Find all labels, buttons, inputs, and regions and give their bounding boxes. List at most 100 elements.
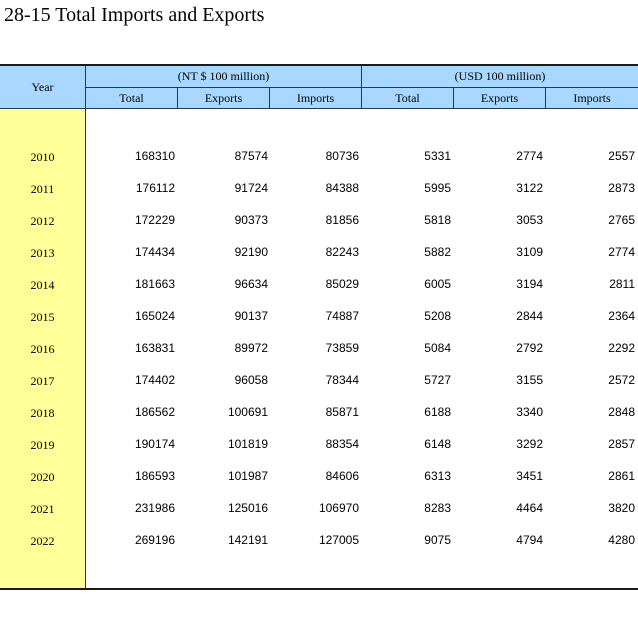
usd-imports-cell: 2774: [608, 245, 635, 259]
usd-total-cell: 6148: [424, 437, 451, 451]
usd-exports-cell: 2774: [516, 149, 543, 163]
ntd-exports-cell: 96634: [234, 277, 268, 291]
usd-imports-cell: 2857: [608, 437, 635, 451]
usd-exports-cell: 2844: [516, 309, 543, 323]
ntd-total-cell: 174434: [134, 245, 175, 259]
header-divider: [269, 87, 270, 109]
ntd-exports-cell: 101987: [227, 469, 268, 483]
ntd-exports-cell: 91724: [234, 181, 268, 195]
year-cell: 2015: [30, 310, 55, 324]
usd-exports-cell: 4794: [516, 533, 543, 547]
year-cell: 2016: [30, 342, 55, 356]
ntd-imports-cell: 88354: [325, 437, 359, 451]
ntd-exports-cell: 100691: [227, 405, 268, 419]
ntd-imports-cell: 127005: [318, 533, 359, 547]
usd-exports-cell: 4464: [516, 501, 543, 515]
usd-imports-cell: 2572: [608, 373, 635, 387]
usd-imports-cell: 2848: [608, 405, 635, 419]
ntd-imports-cell: 81856: [325, 213, 359, 227]
usd-total-cell: 6005: [424, 277, 451, 291]
ntd-imports-cell: 106970: [318, 501, 359, 515]
ntd-exports-cell: 96058: [234, 373, 268, 387]
ntd-imports-cell: 78344: [325, 373, 359, 387]
page-title: 28-15 Total Imports and Exports: [4, 4, 265, 26]
usd-total-cell: 6188: [424, 405, 451, 419]
usd-imports-cell: 2765: [608, 213, 635, 227]
ntd-imports-cell: 74887: [325, 309, 359, 323]
usd-imports-header: Imports: [573, 90, 611, 105]
ntd-exports-cell: 90373: [234, 213, 268, 227]
group-underline: [85, 87, 638, 88]
usd-total-header: Total: [395, 90, 420, 105]
usd-group-header: (USD 100 million): [454, 69, 546, 83]
year-cell: 2021: [30, 502, 55, 516]
usd-exports-cell: 3451: [516, 469, 543, 483]
year-cell: 2011: [30, 182, 55, 196]
year-cell: 2014: [30, 278, 55, 292]
ntd-imports-cell: 85029: [325, 277, 359, 291]
usd-total-cell: 5818: [424, 213, 451, 227]
ntd-imports-header: Imports: [296, 90, 335, 105]
ntd-total-cell: 174402: [134, 373, 175, 387]
ntd-imports-cell: 80736: [325, 149, 359, 163]
ntd-total-cell: 168310: [134, 149, 175, 163]
ntd-total-cell: 269196: [134, 533, 175, 547]
ntd-exports-cell: 101819: [227, 437, 268, 451]
year-cell: 2022: [30, 534, 55, 548]
usd-imports-cell: 2364: [608, 309, 635, 323]
ntd-imports-cell: 82243: [325, 245, 359, 259]
usd-exports-cell: 3292: [516, 437, 543, 451]
ntd-total-cell: 186593: [134, 469, 175, 483]
ntd-total-cell: 190174: [134, 437, 175, 451]
ntd-exports-cell: 125016: [227, 501, 268, 515]
usd-total-cell: 5208: [424, 309, 451, 323]
year-cell: 2010: [30, 150, 55, 164]
ntd-exports-header: Exports: [204, 90, 243, 105]
year-cell: 2013: [30, 246, 55, 260]
usd-total-cell: 9075: [424, 533, 451, 547]
ntd-total-cell: 176112: [135, 181, 175, 195]
usd-exports-cell: 3155: [516, 373, 543, 387]
usd-imports-cell: 4280: [608, 533, 635, 547]
usd-imports-cell: 3820: [608, 501, 635, 515]
usd-exports-cell: 3122: [516, 181, 543, 195]
header-bottom-rule: [0, 108, 638, 109]
table-bottom-rule: [0, 588, 638, 590]
ntd-exports-cell: 92190: [234, 245, 268, 259]
usd-total-cell: 5882: [424, 245, 451, 259]
year-cell: 2017: [30, 374, 55, 388]
table-top-rule: [0, 64, 638, 66]
ntd-exports-cell: 90137: [234, 309, 268, 323]
year-column-background: [0, 109, 85, 588]
header-divider: [177, 87, 178, 109]
year-cell: 2018: [30, 406, 55, 420]
ntd-total-cell: 231986: [134, 501, 175, 515]
ntd-total-cell: 163831: [134, 341, 175, 355]
usd-total-cell: 6313: [424, 469, 451, 483]
ntd-imports-cell: 73859: [325, 341, 359, 355]
usd-exports-cell: 3340: [516, 405, 543, 419]
year-header: Year: [31, 80, 54, 94]
year-cell: 2012: [30, 214, 55, 228]
usd-exports-header: Exports: [480, 90, 519, 105]
usd-exports-cell: 3109: [516, 245, 543, 259]
usd-imports-cell: 2861: [608, 469, 635, 483]
ntd-imports-cell: 85871: [325, 405, 359, 419]
year-cell: 2020: [30, 470, 55, 484]
usd-total-cell: 5995: [424, 181, 451, 195]
ntd-imports-cell: 84606: [325, 469, 359, 483]
ntd-imports-cell: 84388: [325, 181, 359, 195]
ntd-group-header: (NT $ 100 million): [177, 69, 270, 83]
ntd-total-cell: 172229: [134, 213, 175, 227]
ntd-total-header: Total: [119, 90, 144, 105]
usd-total-cell: 5331: [424, 149, 451, 163]
usd-exports-cell: 3053: [516, 213, 543, 227]
ntd-total-cell: 181663: [134, 277, 175, 291]
year-column-divider: [85, 66, 86, 588]
usd-exports-cell: 2792: [516, 341, 543, 355]
usd-total-cell: 5727: [424, 373, 451, 387]
ntd-total-cell: 165024: [134, 309, 175, 323]
usd-total-cell: 8283: [424, 501, 451, 515]
header-divider: [545, 87, 546, 109]
usd-imports-cell: 2873: [608, 181, 635, 195]
